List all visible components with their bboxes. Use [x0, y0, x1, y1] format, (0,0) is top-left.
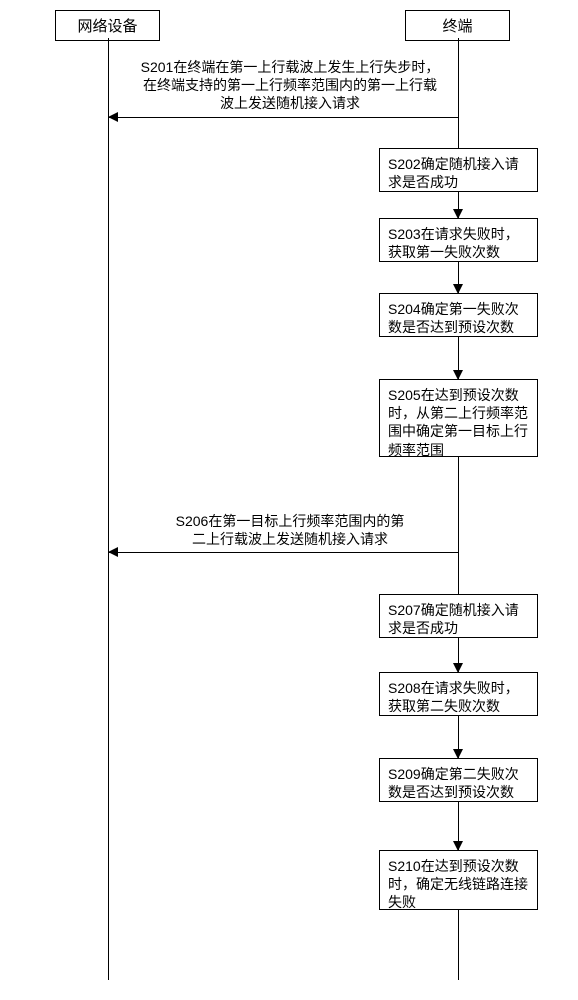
- step-s204: S204确定第一失败次数是否达到预设次数: [379, 293, 538, 337]
- step-s205-text: S205在达到预设次数时，从第二上行频率范围中确定第一目标上行频率范围: [388, 387, 528, 458]
- step-s209: S209确定第二失败次数是否达到预设次数: [379, 758, 538, 802]
- participant-left-label: 网络设备: [77, 18, 137, 35]
- step-s202-text: S202确定随机接入请求是否成功: [388, 156, 519, 190]
- step-s205: S205在达到预设次数时，从第二上行频率范围中确定第一目标上行频率范围: [379, 379, 538, 457]
- step-s208-text: S208在请求失败时，获取第二失败次数: [388, 680, 519, 714]
- participant-terminal: 终端: [405, 10, 510, 41]
- arrow-s206-head: [108, 547, 118, 557]
- participant-network-device: 网络设备: [55, 10, 160, 41]
- step-s207: S207确定随机接入请求是否成功: [379, 594, 538, 638]
- message-s201-label: S201在终端在第一上行载波上发生上行失步时， 在终端支持的第一上行频率范围内的…: [125, 58, 455, 113]
- msg2-line1: 二上行载波上发送随机接入请求: [150, 530, 430, 548]
- participant-right-label: 终端: [442, 18, 472, 35]
- sequence-diagram: 网络设备 终端 S201在终端在第一上行载波上发生上行失步时， 在终端支持的第一…: [0, 0, 578, 1000]
- arrow-s206: [108, 552, 458, 553]
- msg1-line2: 波上发送随机接入请求: [125, 94, 455, 112]
- step-s209-text: S209确定第二失败次数是否达到预设次数: [388, 766, 519, 800]
- step-s203: S203在请求失败时，获取第一失败次数: [379, 218, 538, 262]
- arrow-s201-head: [108, 112, 118, 122]
- step-s203-text: S203在请求失败时，获取第一失败次数: [388, 226, 519, 260]
- step-s204-text: S204确定第一失败次数是否达到预设次数: [388, 301, 519, 335]
- message-s206-label: S206在第一目标上行频率范围内的第 二上行载波上发送随机接入请求: [150, 512, 430, 548]
- step-s210: S210在达到预设次数时，确定无线链路连接失败: [379, 850, 538, 910]
- lifeline-left: [108, 38, 109, 980]
- msg1-line0: S201在终端在第一上行载波上发生上行失步时，: [125, 58, 455, 76]
- step-s208: S208在请求失败时，获取第二失败次数: [379, 672, 538, 716]
- step-s207-text: S207确定随机接入请求是否成功: [388, 602, 519, 636]
- msg2-line0: S206在第一目标上行频率范围内的第: [150, 512, 430, 530]
- msg1-line1: 在终端支持的第一上行频率范围内的第一上行载: [125, 76, 455, 94]
- step-s210-text: S210在达到预设次数时，确定无线链路连接失败: [388, 858, 528, 910]
- step-s202: S202确定随机接入请求是否成功: [379, 148, 538, 192]
- arrow-s201: [108, 117, 458, 118]
